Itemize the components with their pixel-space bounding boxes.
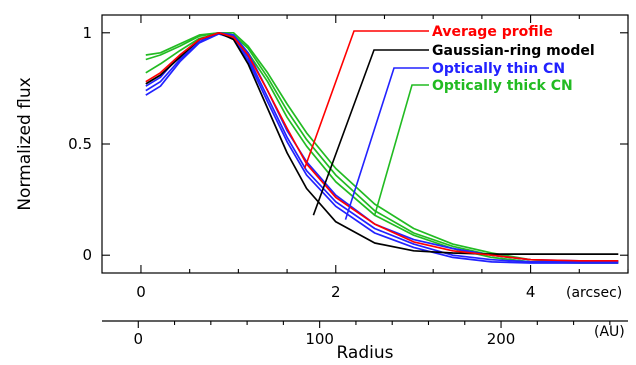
x-axis-au-unit: (AU) (594, 324, 625, 340)
series-optically-thin-cn-line (145, 31, 619, 263)
x-axis-title: Radius (336, 343, 393, 363)
y-axis-title: Normalized flux (15, 77, 35, 210)
x-axis-au: 0 100 200 (134, 321, 611, 348)
series-optically-thick-cn-band-1 (145, 33, 619, 264)
legend-label-gaussian-ring-model: Gaussian-ring model (432, 43, 595, 59)
y-tick-label: 0 (82, 246, 92, 264)
series-layer (145, 31, 619, 264)
y-tick-label: 1 (82, 24, 92, 42)
legend-leader-optically-thick-cn (373, 84, 429, 216)
series-average-profile-line (145, 31, 619, 262)
legend-leader-optically-thin-cn (344, 67, 429, 220)
x-axis-arcsec-unit: (arcsec) (566, 285, 622, 301)
x-arcsec-tick-label: 2 (331, 283, 341, 301)
x-arcsec-tick-label: 0 (136, 283, 146, 301)
x-arcsec-tick-label: 4 (526, 283, 536, 301)
legend-leader-average-profile (303, 30, 429, 169)
y-tick-label: 0.5 (68, 135, 92, 153)
legend-label-average-profile: Average profile (432, 24, 553, 40)
legend-leader-gaussian-ring-model (312, 49, 429, 216)
y-axis: 00.51 (68, 24, 628, 264)
x-axis-arcsec: 0 2 4 (136, 15, 629, 301)
legend: Average profile Gaussian-ring model Optica… (432, 24, 595, 94)
x-au-tick-label: 100 (305, 330, 334, 348)
legend-leaders (303, 30, 429, 220)
legend-label-optically-thick-cn: Optically thick CN (432, 78, 573, 94)
x-au-tick-label: 0 (134, 330, 144, 348)
series-optically-thin-cn-band-1 (145, 33, 619, 264)
legend-label-optically-thin-cn: Optically thin CN (432, 61, 565, 77)
x-au-tick-label: 200 (487, 330, 516, 348)
